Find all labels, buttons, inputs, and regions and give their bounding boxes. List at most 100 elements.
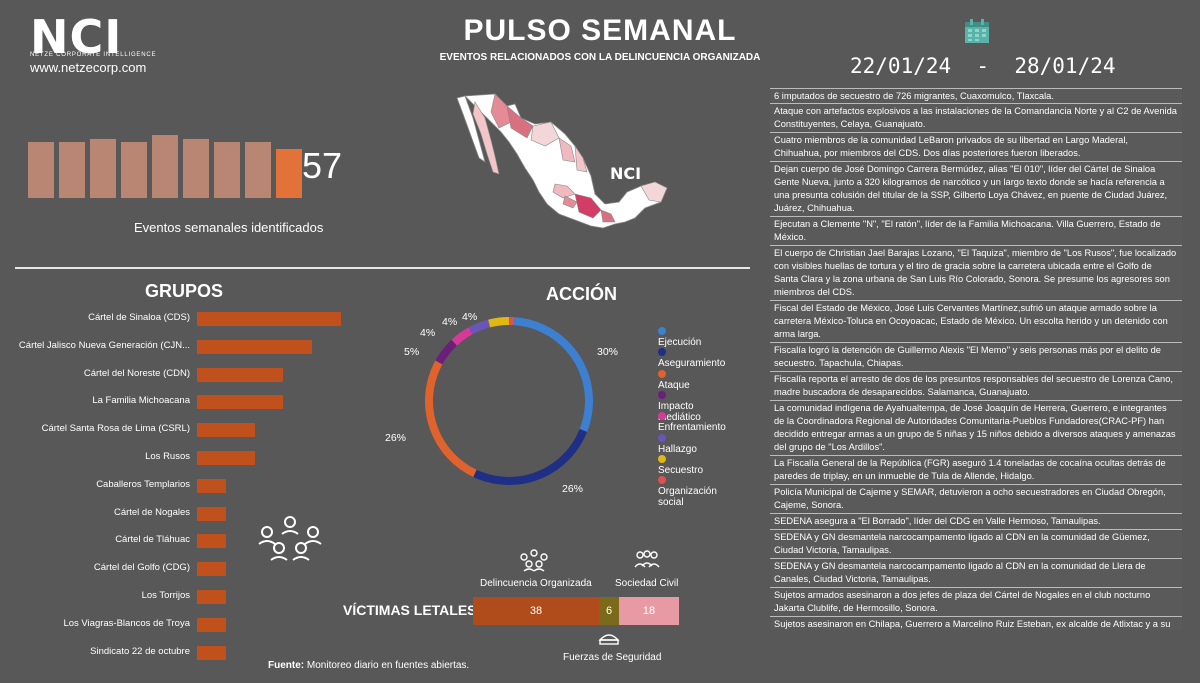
group-label: Cártel de Tláhuac (115, 534, 190, 546)
legend-label: Impacto mediático (658, 400, 701, 423)
weekly-bar (245, 142, 271, 198)
news-list: 6 imputados de secuestro de 726 migrante… (770, 88, 1182, 630)
group-row: Los Rusos (0, 450, 360, 466)
group-label: La Familia Michoacana (92, 395, 190, 407)
organized-crime-icon (516, 548, 552, 577)
weekly-bar (183, 139, 209, 198)
weekly-event-count: 57 (302, 145, 343, 186)
legend-label: Aseguramiento (658, 358, 726, 370)
legend-swatch (658, 454, 666, 463)
group-bar (197, 562, 226, 577)
website-link[interactable]: www.netzecorp.com (30, 60, 147, 75)
news-item: Fiscalía reporta el arresto de dos de lo… (770, 371, 1182, 400)
group-bar (197, 339, 312, 354)
section-divider (15, 267, 750, 269)
group-bar (197, 534, 226, 549)
victims-segment: 38 (473, 597, 599, 625)
group-label: Caballeros Templarios (96, 478, 190, 490)
victims-segment: 6 (599, 597, 619, 625)
donut-percent-label: 5% (404, 346, 420, 358)
group-bar (197, 645, 226, 660)
mexico-map (455, 88, 685, 243)
security-forces-label: Fuerzas de Seguridad (563, 652, 662, 663)
group-label: Cártel del Golfo (CDG) (93, 562, 190, 574)
group-row: Cártel de Tláhuac (0, 533, 360, 549)
donut-slice (425, 317, 593, 485)
organized-crime-label: Delincuencia Organizada (480, 578, 592, 589)
group-bar (197, 423, 255, 438)
group-bar (197, 506, 226, 521)
action-donut-chart (425, 317, 593, 486)
news-item: SEDENA y GN desmantela narcocampamento l… (770, 529, 1182, 558)
legend-swatch (658, 348, 666, 357)
source-label: Fuente: (268, 660, 305, 671)
legend-swatch (658, 476, 666, 485)
page-title: PULSO SEMANAL (463, 14, 737, 47)
legend-swatch (658, 369, 666, 378)
group-row: Los Viagras-Blancos de Troya (0, 617, 360, 633)
weekly-bar (59, 142, 85, 198)
legend-label: Enfrentamiento (658, 422, 726, 434)
civil-society-icon (632, 549, 662, 576)
legend-label: Hallazgo (658, 443, 697, 455)
victims-stacked-bar: 38 6 18 (473, 597, 679, 625)
date-range: 22/01/24 - 28/01/24 (850, 54, 1116, 78)
group-bar (197, 451, 255, 465)
news-item: Dejan cuerpo de José Domingo Carrera Ber… (770, 161, 1182, 216)
groups-bar-chart: Cártel de Sinaloa (CDS) Cártel Jalisco Nu… (0, 311, 360, 671)
donut-slice (425, 317, 593, 486)
legend-swatch (658, 327, 666, 335)
group-label: Los Torrijos (141, 590, 190, 601)
donut-percent-label: 30% (597, 346, 619, 358)
weekly-bar (90, 139, 116, 198)
group-row: Cártel de Nogales (0, 506, 360, 522)
legend-label: Ejecución (658, 337, 702, 348)
news-item: Sujetos asesinaron en Chilapa, Guerrero … (770, 616, 1182, 630)
weekly-bar (121, 142, 147, 198)
company-logo-subtitle: NETZE CORPORATE INTELLIGENCE (30, 52, 157, 58)
group-label: Sindicato 22 de octubre (90, 645, 190, 657)
legend-item: Impacto mediático (658, 390, 701, 423)
group-label: Cártel de Nogales (113, 506, 190, 518)
group-bar (197, 590, 226, 604)
donut-percent-label: 4% (420, 327, 436, 339)
group-bar (197, 478, 226, 493)
news-item: Ejecutan a Clemente "N", "El ratón", líd… (770, 216, 1182, 245)
group-row: Cártel Santa Rosa de Lima (CSRL) (0, 422, 360, 438)
group-bar (197, 617, 226, 632)
civil-society-label: Sociedad Civil (615, 578, 679, 589)
map-logo: NCI (610, 164, 642, 183)
source-note: Fuente: Monitoreo diario en fuentes abie… (268, 660, 469, 671)
weekly-bar (28, 142, 54, 198)
victims-title: VÍCTIMAS LETALES (343, 602, 477, 618)
legend-item: Secuestro (658, 454, 703, 476)
groups-title: GRUPOS (145, 281, 224, 301)
news-item: Ataque con artefactos explosivos a las i… (770, 103, 1182, 132)
legend-swatch (658, 390, 666, 399)
legend-label: Secuestro (658, 464, 704, 476)
legend-item: Organización social (658, 475, 717, 508)
news-item: El cuerpo de Christian Jael Barajas Loza… (770, 245, 1182, 300)
news-item: La Fiscalía General de la República (FGR… (770, 455, 1182, 484)
calendar-icon (964, 18, 990, 49)
legend-swatch (658, 433, 666, 442)
group-bar (197, 395, 283, 410)
weekly-bar (214, 142, 240, 198)
weekly-events-label: Eventos semanales identificados (134, 220, 324, 235)
donut-slice (425, 317, 593, 485)
group-row: Caballeros Templarios (0, 478, 360, 494)
group-row: Cártel de Sinaloa (CDS) (0, 311, 360, 327)
news-item: SEDENA asegura a "El Borrado", líder del… (770, 513, 1182, 529)
victims-segment: 18 (619, 597, 679, 625)
legend-item: Hallazgo (658, 433, 697, 455)
donut-slice (425, 317, 593, 485)
news-item: Sujetos armados asesinaron a dos jefes d… (770, 587, 1182, 616)
weekly-events-bar-chart (28, 130, 302, 198)
news-item: Cuatro miembros de la comunidad LeBaron … (770, 132, 1182, 161)
donut-percent-label: 26% (385, 432, 407, 444)
security-forces-icon (597, 630, 621, 653)
source-text: Monitoreo diario en fuentes abiertas. (306, 660, 470, 671)
legend-item: Enfrentamiento (658, 411, 726, 433)
group-label: Cártel Jalisco Nueva Generación (CJN... (18, 339, 190, 351)
news-item: La comunidad indígena de Ayahualtempa, d… (770, 400, 1182, 455)
